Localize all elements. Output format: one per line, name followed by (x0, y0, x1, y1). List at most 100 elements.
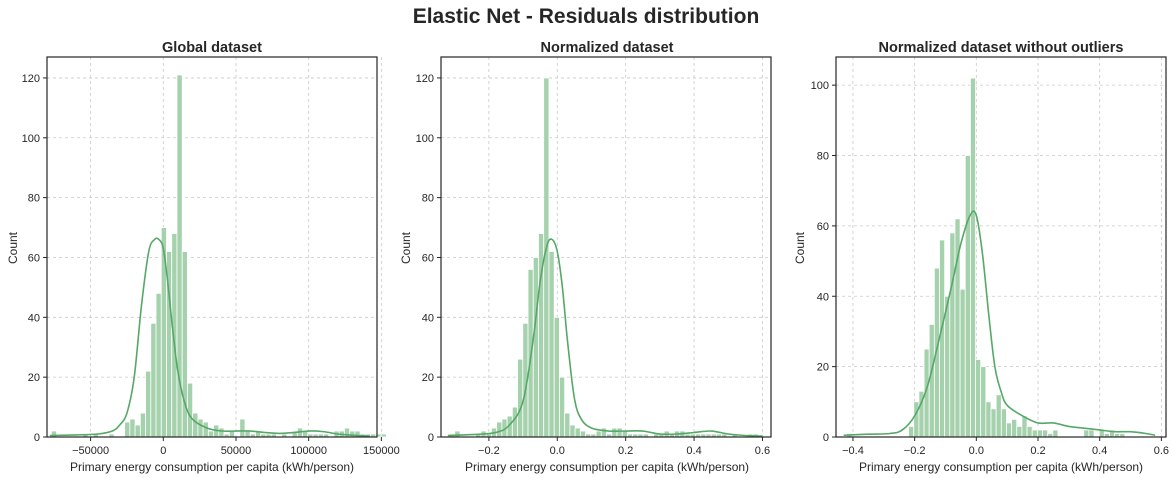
histogram-bar (621, 430, 628, 438)
histogram-bar (150, 322, 157, 438)
x-tick-label: 0 (160, 445, 166, 457)
histogram-bar (1016, 426, 1023, 438)
histogram-bar (1011, 419, 1018, 438)
histogram-bar (616, 427, 623, 438)
histogram-bar (985, 401, 992, 438)
y-axis-label: Count (6, 231, 20, 264)
histogram-bar (124, 421, 131, 438)
kde-curve (447, 238, 763, 437)
y-tick-label: 40 (817, 291, 829, 303)
x-tick-label: 0.0 (969, 445, 984, 457)
histogram-bar (454, 430, 461, 438)
histogram-bar (980, 366, 987, 438)
x-tick-label: 0.2 (618, 445, 633, 457)
y-tick-label: 60 (422, 252, 434, 264)
y-tick-label: 80 (28, 193, 40, 205)
histogram-bar (553, 316, 560, 438)
histogram-bar (244, 430, 251, 438)
y-tick-label: 60 (28, 252, 40, 264)
histogram-bar (139, 412, 146, 438)
histogram-bar (995, 394, 1002, 438)
histogram-bar (129, 418, 136, 438)
histogram-bar (155, 292, 162, 438)
y-tick-label: 20 (817, 362, 829, 374)
panel-title: Normalized dataset without outliers (879, 40, 1124, 56)
y-tick-label: 0 (428, 432, 434, 444)
histogram-bar (171, 233, 178, 438)
x-tick-label: 50000 (221, 445, 252, 457)
histogram-bar (1021, 415, 1028, 438)
histogram-bar (574, 427, 581, 438)
y-tick-label: 40 (422, 312, 434, 324)
histogram-bar (579, 430, 586, 438)
histogram-bar (532, 257, 539, 438)
x-tick-label: −0.2 (904, 445, 926, 457)
panel-title: Global dataset (162, 40, 262, 56)
x-tick-label: −0.2 (478, 445, 500, 457)
histogram-bar (1042, 429, 1049, 438)
histogram-bar (975, 359, 982, 438)
y-tick-label: 120 (416, 73, 434, 85)
x-tick-label: 0.2 (1030, 445, 1045, 457)
histogram-bar (1006, 422, 1013, 438)
panel-title: Normalized dataset (541, 40, 674, 56)
histogram-bar (600, 427, 607, 438)
axes-frame (835, 56, 1167, 438)
histogram-bar (611, 427, 618, 438)
y-tick-label: 20 (422, 372, 434, 384)
y-tick-label: 80 (422, 193, 434, 205)
x-tick-label: −50000 (72, 445, 109, 457)
histogram-bar (496, 421, 503, 438)
panel-normalized-no-outliers: Normalized dataset without outliers Prim… (793, 40, 1169, 474)
y-tick-label: 60 (817, 221, 829, 233)
y-tick-label: 100 (811, 80, 829, 92)
histogram-bar (134, 424, 141, 438)
x-tick-label: −0.4 (842, 445, 864, 457)
histogram-bar (380, 433, 387, 438)
histogram-bar (1031, 429, 1038, 438)
histogram-bar (1083, 429, 1090, 438)
y-tick-label: 100 (416, 133, 434, 145)
x-tick-label: 0.6 (755, 445, 770, 457)
histogram-bar (964, 155, 971, 438)
histogram-bar (239, 418, 246, 438)
histogram-bar (990, 408, 997, 438)
kde-curve (843, 210, 1156, 437)
histogram-bar (517, 358, 524, 438)
histogram-bar (949, 232, 956, 438)
histogram-bar (1026, 426, 1033, 438)
panel-normalized: Normalized dataset Primary energy consum… (399, 40, 772, 474)
histogram-bar (1000, 408, 1007, 438)
histogram-bar (145, 370, 152, 438)
y-axis-label: Count (793, 231, 807, 264)
histogram-bar (548, 251, 555, 438)
histogram-bar (908, 426, 915, 438)
x-tick-label: 0.0 (550, 445, 565, 457)
histogram-bar (559, 376, 566, 438)
histogram-bar (197, 418, 204, 438)
x-tick-label: 0.6 (1154, 445, 1169, 457)
histogram-bar (939, 239, 946, 438)
y-tick-label: 120 (22, 73, 40, 85)
y-axis-label: Count (399, 231, 413, 264)
histogram-bar (564, 412, 571, 438)
y-tick-label: 40 (28, 312, 40, 324)
x-tick-label: 0.4 (686, 445, 701, 457)
y-tick-label: 80 (817, 151, 829, 163)
histogram-bar (1052, 429, 1059, 438)
histogram-bar (913, 401, 920, 438)
histogram-bar (959, 288, 966, 438)
histogram-bar (1036, 429, 1043, 438)
x-axis-label: Primary energy consumption per capita (k… (465, 460, 749, 474)
y-tick-label: 0 (823, 432, 829, 444)
histogram-bar (218, 427, 225, 438)
histogram-bar (202, 421, 209, 438)
figure-suptitle: Elastic Net - Residuals distribution (413, 5, 760, 28)
x-axis-label: Primary energy consumption per capita (k… (70, 460, 354, 474)
y-tick-label: 100 (22, 133, 40, 145)
histogram-bar (187, 382, 194, 438)
histogram-bar (207, 430, 214, 438)
histogram-bar (933, 267, 940, 438)
histogram-bar (928, 324, 935, 438)
